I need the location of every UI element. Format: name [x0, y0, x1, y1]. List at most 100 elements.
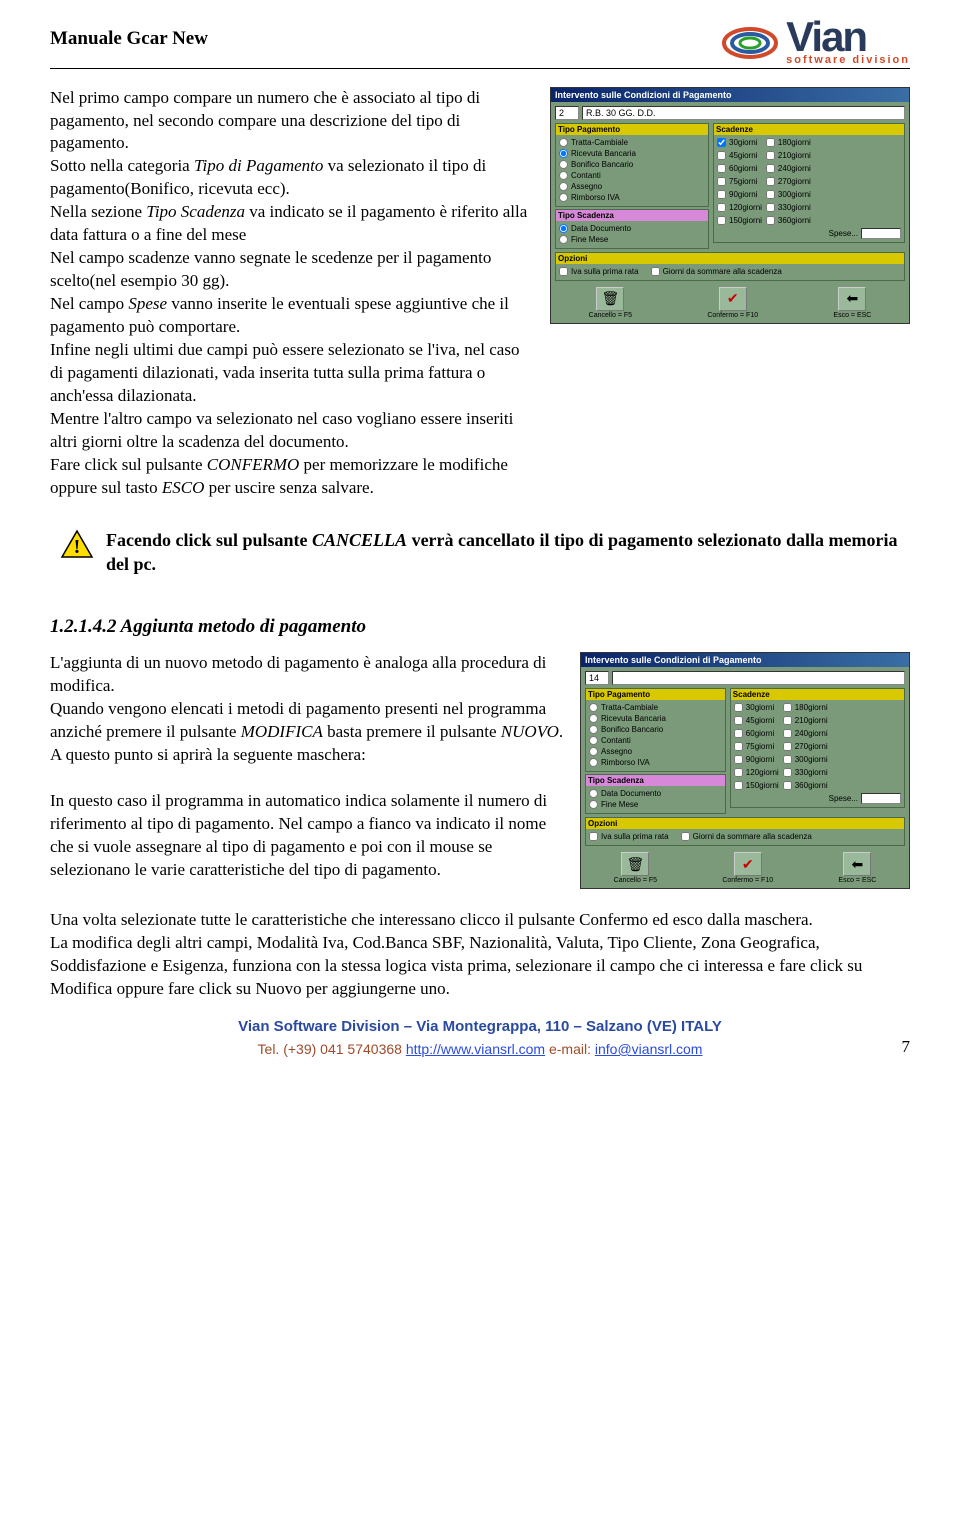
check-scadenza[interactable]: 150giorni: [717, 215, 762, 226]
para-text: Sotto nella categoria: [50, 156, 194, 175]
exit-icon: ⬅: [843, 852, 871, 876]
dialog-screenshot-2: Intervento sulle Condizioni di Pagamento…: [580, 652, 910, 889]
para-text: A questo punto si aprirà la seguente mas…: [50, 745, 366, 764]
confirm-button[interactable]: ✔Confermo = F10: [707, 287, 758, 319]
check-scadenza[interactable]: 30giorni: [717, 137, 762, 148]
spese-input[interactable]: [861, 228, 901, 239]
content-row-2: L'aggiunta di un nuovo metodo di pagamen…: [50, 652, 910, 889]
radio-tipo-pagamento[interactable]: Ricevuta Bancaria: [589, 713, 722, 724]
radio-tipo-scadenza[interactable]: Fine Mese: [559, 234, 705, 245]
exit-button[interactable]: ⬅Esco = ESC: [838, 852, 876, 884]
confirm-button[interactable]: ✔Confermo = F10: [722, 852, 773, 884]
group-title: Tipo Pagamento: [586, 689, 725, 700]
para-text: L'aggiunta di un nuovo metodo di pagamen…: [50, 653, 546, 695]
desc-input[interactable]: R.B. 30 GG. D.D.: [582, 106, 905, 120]
footer-contact: Tel. (+39) 041 5740368 http://www.viansr…: [50, 1041, 910, 1057]
dialog-window: Intervento sulle Condizioni di Pagamento…: [550, 87, 910, 324]
radio-tipo-pagamento[interactable]: Contanti: [559, 170, 705, 181]
group-title: Scadenze: [731, 689, 904, 700]
email-link[interactable]: info@viansrl.com: [595, 1041, 703, 1057]
radio-tipo-pagamento[interactable]: Rimborso IVA: [589, 757, 722, 768]
exit-icon: ⬅: [838, 287, 866, 311]
check-scadenza[interactable]: 360giorni: [783, 780, 828, 791]
dialog-screenshot-1: Intervento sulle Condizioni di Pagamento…: [550, 87, 910, 500]
cancel-button[interactable]: 🗑Cancello = F5: [589, 287, 632, 319]
para-text: ed esco dalla maschera.: [648, 910, 813, 929]
para-text: basta premere il pulsante: [323, 722, 501, 741]
code-input[interactable]: 2: [555, 106, 579, 120]
page-header: Manuale Gcar New Vian software division: [50, 20, 910, 69]
warning-row: ! Facendo click sul pulsante CANCELLA ve…: [50, 529, 910, 576]
warn-text: Facendo click sul pulsante: [106, 530, 312, 550]
para-text: Una volta selezionate tutte le caratteri…: [50, 910, 579, 929]
check-scadenza[interactable]: 60giorni: [717, 163, 762, 174]
check-scadenza[interactable]: 180giorni: [766, 137, 811, 148]
check-iva-prima-rata[interactable]: Iva sulla prima rata: [559, 266, 639, 277]
radio-tipo-pagamento[interactable]: Rimborso IVA: [559, 192, 705, 203]
para-text: .: [559, 722, 563, 741]
check-scadenza[interactable]: 75giorni: [734, 741, 779, 752]
check-scadenza[interactable]: 330giorni: [783, 767, 828, 778]
radio-tipo-pagamento[interactable]: Bonifico Bancario: [559, 159, 705, 170]
spese-row: Spese...: [734, 793, 901, 804]
code-input[interactable]: 14: [585, 671, 609, 685]
check-scadenza[interactable]: 90giorni: [734, 754, 779, 765]
check-scadenza[interactable]: 240giorni: [766, 163, 811, 174]
check-scadenza[interactable]: 180giorni: [783, 702, 828, 713]
opzioni-group: Opzioni Iva sulla prima rata Giorni da s…: [585, 817, 905, 846]
dialog-window: Intervento sulle Condizioni di Pagamento…: [580, 652, 910, 889]
body-text: Una volta selezionate tutte le caratteri…: [50, 909, 910, 1001]
radio-tipo-scadenza[interactable]: Data Documento: [559, 223, 705, 234]
radio-tipo-pagamento[interactable]: Ricevuta Bancaria: [559, 148, 705, 159]
radio-tipo-pagamento[interactable]: Tratta-Cambiale: [559, 137, 705, 148]
content-row-1: Nel primo campo compare un numero che è …: [50, 87, 910, 500]
check-icon: ✔: [719, 287, 747, 311]
check-scadenza[interactable]: 270giorni: [766, 176, 811, 187]
desc-input[interactable]: [612, 671, 905, 685]
exit-button[interactable]: ⬅Esco = ESC: [833, 287, 871, 319]
check-scadenza[interactable]: 210giorni: [783, 715, 828, 726]
radio-tipo-pagamento[interactable]: Contanti: [589, 735, 722, 746]
check-icon: ✔: [734, 852, 762, 876]
check-giorni-sommare[interactable]: Giorni da sommare alla scadenza: [681, 831, 812, 842]
radio-tipo-scadenza[interactable]: Data Documento: [589, 788, 722, 799]
check-scadenza[interactable]: 75giorni: [717, 176, 762, 187]
cancel-button[interactable]: 🗑Cancello = F5: [614, 852, 657, 884]
check-scadenza[interactable]: 300giorni: [766, 189, 811, 200]
text-column-2: L'aggiunta di un nuovo metodo di pagamen…: [50, 652, 565, 889]
check-scadenza[interactable]: 120giorni: [717, 202, 762, 213]
dialog-titlebar: Intervento sulle Condizioni di Pagamento: [551, 88, 909, 102]
check-scadenza[interactable]: 330giorni: [766, 202, 811, 213]
check-iva-prima-rata[interactable]: Iva sulla prima rata: [589, 831, 669, 842]
scadenze-group: Scadenze 30giorni 45giorni 60giorni 75giorn…: [713, 123, 905, 243]
check-scadenza[interactable]: 120giorni: [734, 767, 779, 778]
check-scadenza[interactable]: 210giorni: [766, 150, 811, 161]
group-title: Scadenze: [714, 124, 904, 135]
check-scadenza[interactable]: 60giorni: [734, 728, 779, 739]
spese-row: Spese...: [717, 228, 901, 239]
check-scadenza[interactable]: 150giorni: [734, 780, 779, 791]
check-scadenza[interactable]: 240giorni: [783, 728, 828, 739]
radio-tipo-pagamento[interactable]: Assegno: [589, 746, 722, 757]
para-text: Mentre l'altro campo va selezionato nel …: [50, 409, 513, 451]
check-scadenza[interactable]: 300giorni: [783, 754, 828, 765]
check-giorni-sommare[interactable]: Giorni da sommare alla scadenza: [651, 266, 782, 277]
check-scadenza[interactable]: 45giorni: [734, 715, 779, 726]
radio-tipo-scadenza[interactable]: Fine Mese: [589, 799, 722, 810]
spese-input[interactable]: [861, 793, 901, 804]
check-scadenza[interactable]: 30giorni: [734, 702, 779, 713]
check-scadenza[interactable]: 90giorni: [717, 189, 762, 200]
radio-tipo-pagamento[interactable]: Tratta-Cambiale: [589, 702, 722, 713]
para-text: La modifica degli altri campi,: [50, 933, 257, 952]
check-scadenza[interactable]: 360giorni: [766, 215, 811, 226]
check-scadenza[interactable]: 270giorni: [783, 741, 828, 752]
svg-text:!: !: [74, 536, 81, 558]
dialog-titlebar: Intervento sulle Condizioni di Pagamento: [581, 653, 909, 667]
para-text: Nel primo campo compare un numero che è …: [50, 88, 480, 153]
website-link[interactable]: http://www.viansrl.com: [406, 1041, 545, 1057]
check-scadenza[interactable]: 45giorni: [717, 150, 762, 161]
para-text: Nel campo: [50, 294, 128, 313]
text-column-1: Nel primo campo compare un numero che è …: [50, 87, 535, 500]
radio-tipo-pagamento[interactable]: Bonifico Bancario: [589, 724, 722, 735]
radio-tipo-pagamento[interactable]: Assegno: [559, 181, 705, 192]
